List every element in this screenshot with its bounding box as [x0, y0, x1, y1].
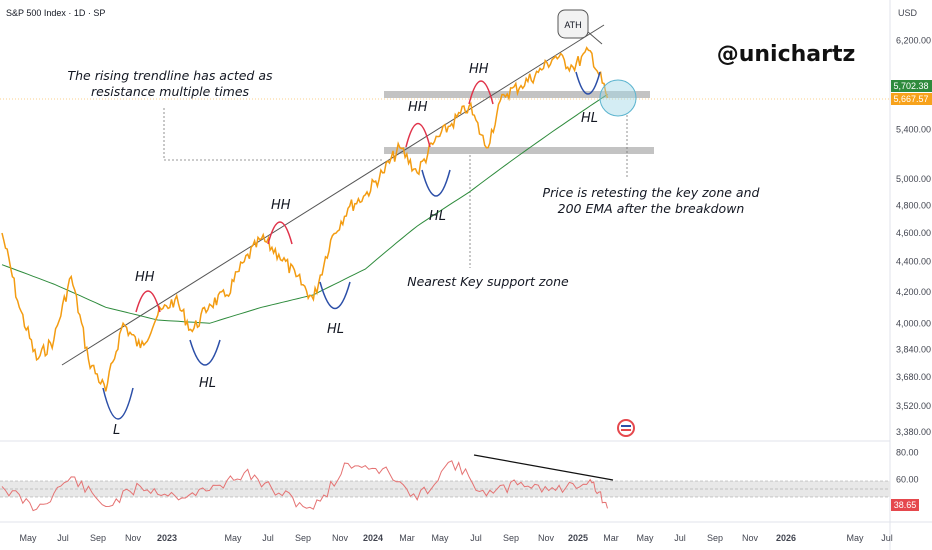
x-tick-label: Nov: [125, 533, 142, 543]
hl-arc-1: [189, 339, 221, 366]
retest-highlight-circle: [599, 79, 637, 117]
x-tick-label: 2023: [157, 533, 177, 543]
hh-label-3: HH: [408, 100, 428, 115]
y-tick-label: 3,380.00: [896, 427, 931, 437]
hl-arc-2: [319, 281, 351, 310]
y-tick-label: 3,520.00: [896, 401, 931, 411]
y-tick-label: 4,000.00: [896, 318, 931, 328]
hh-arc-1: [135, 290, 161, 313]
trendline-note-guide: [163, 108, 384, 161]
rsi-value-badge: [891, 499, 919, 511]
hh-arc-4: [468, 80, 494, 105]
rsi-value-label: 38.65: [894, 500, 917, 510]
price-axis[interactable]: 6,200.00 5,400.00 5,000.00 4,800.00 4,600.00…: [896, 35, 931, 437]
y-tick-label: 5,000.00: [896, 174, 931, 184]
x-tick-label: Sep: [295, 533, 311, 543]
ath-label: ATH: [564, 20, 581, 30]
rsi-divergence-line: [473, 454, 614, 481]
x-tick-label: 2026: [776, 533, 796, 543]
hh-arc-3: [405, 123, 431, 148]
hh-arc-2: [267, 221, 293, 245]
time-axis[interactable]: May Jul Sep Nov 2023 May Jul Sep Nov 2024 Mar May Ju…: [19, 533, 892, 543]
key-support-zone: [384, 147, 654, 154]
l-label: L: [113, 423, 120, 438]
trendline-note-line1: The rising trendline has acted as: [67, 68, 273, 83]
author-watermark: @unichartz: [717, 42, 856, 67]
y-tick-label: 4,800.00: [896, 201, 931, 211]
y-tick-label: 4,400.00: [896, 257, 931, 267]
rising-trendline: [61, 24, 605, 366]
last-price-label: 5,667.57: [893, 94, 928, 104]
hh-label-1: HH: [135, 270, 155, 285]
x-tick-label: Sep: [90, 533, 106, 543]
hl-label-4: HL: [581, 111, 598, 126]
ema-value-label: 5,702.38: [893, 81, 928, 91]
retest-note-line2: 200 EMA after the breakdown: [558, 201, 745, 216]
x-tick-label: Jul: [881, 533, 893, 543]
x-tick-label: Jul: [262, 533, 274, 543]
x-tick-label: May: [224, 533, 242, 543]
rsi-tick-label: 60.00: [896, 475, 919, 485]
hl-arc-4: [575, 71, 601, 95]
x-tick-label: Nov: [538, 533, 555, 543]
x-tick-label: May: [636, 533, 654, 543]
chart-title: S&P 500 Index · 1D · SP: [6, 8, 105, 18]
y-tick-label: 4,200.00: [896, 287, 931, 297]
price-line: [1, 46, 609, 392]
x-tick-label: Jul: [470, 533, 482, 543]
exchange-logo-icon: [617, 419, 635, 437]
y-tick-label: 4,600.00: [896, 228, 931, 238]
x-tick-label: Jul: [674, 533, 686, 543]
last-price-badge: [891, 93, 932, 105]
x-tick-label: 2025: [568, 533, 588, 543]
x-tick-label: Mar: [603, 533, 619, 543]
x-tick-label: Mar: [399, 533, 415, 543]
currency-label: USD: [898, 8, 918, 18]
trendline-note-line2: resistance multiple times: [91, 84, 250, 99]
rsi-axis[interactable]: 80.00 60.00: [896, 448, 919, 485]
l-arc: [102, 387, 134, 420]
hh-label-4: HH: [469, 62, 489, 77]
x-tick-label: May: [431, 533, 449, 543]
x-tick-label: Nov: [332, 533, 349, 543]
x-tick-label: May: [19, 533, 37, 543]
x-tick-label: 2024: [363, 533, 383, 543]
rsi-tick-label: 80.00: [896, 448, 919, 458]
hl-label-2: HL: [327, 322, 344, 337]
support-note: Nearest Key support zone: [407, 274, 569, 289]
x-tick-label: Nov: [742, 533, 759, 543]
x-tick-label: Sep: [707, 533, 723, 543]
x-tick-label: Jul: [57, 533, 69, 543]
price-pane[interactable]: [0, 0, 890, 440]
hl-label-3: HL: [429, 209, 446, 224]
y-tick-label: 6,200.00: [896, 35, 931, 45]
hl-arc-3: [421, 169, 451, 197]
retest-note-line1: Price is retesting the key zone and: [543, 185, 760, 200]
hl-label-1: HL: [199, 376, 216, 391]
y-tick-label: 3,840.00: [896, 345, 931, 355]
x-tick-label: May: [846, 533, 864, 543]
y-tick-label: 5,400.00: [896, 125, 931, 135]
ath-pointer: [587, 31, 603, 45]
y-tick-label: 3,680.00: [896, 372, 931, 382]
hh-label-2: HH: [271, 198, 291, 213]
ath-callout: [557, 9, 589, 39]
x-tick-label: Sep: [503, 533, 519, 543]
rsi-line: [1, 460, 608, 512]
ema-value-badge: [891, 80, 932, 92]
